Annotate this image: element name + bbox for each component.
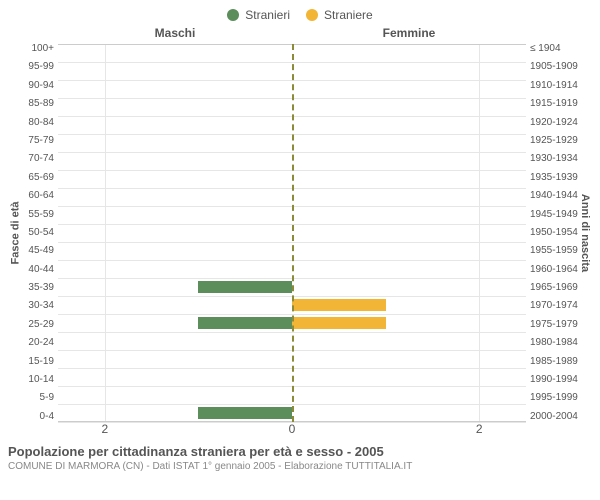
birth-year-label: 1970-1974 — [526, 301, 578, 311]
plot-male — [58, 44, 292, 422]
yaxis-right-labels: ≤ 1904 1905-1909 1910-1914 1915-1919 1920-19… — [526, 44, 578, 422]
legend-item-female: Straniere — [306, 8, 373, 22]
footer-subtitle: COMUNE DI MARMORA (CN) - Dati ISTAT 1° g… — [8, 461, 592, 472]
header-female: Femmine — [292, 26, 526, 40]
age-label: 40-44 — [22, 265, 58, 275]
age-label: 35-39 — [22, 283, 58, 293]
birth-year-label: 1945-1949 — [526, 210, 578, 220]
center-divider — [292, 44, 294, 422]
birth-year-label: 1975-1979 — [526, 320, 578, 330]
legend-swatch-male — [227, 9, 239, 21]
birth-year-label: 1925-1929 — [526, 136, 578, 146]
xaxis-female: 2 — [292, 422, 526, 438]
age-label: 85-89 — [22, 99, 58, 109]
yaxis-left-labels: 100+ 95-99 90-94 85-89 80-84 75-79 70-74 65-69 6… — [22, 44, 58, 422]
age-label: 25-29 — [22, 320, 58, 330]
age-label: 70-74 — [22, 154, 58, 164]
age-label: 50-54 — [22, 228, 58, 238]
legend-item-male: Stranieri — [227, 8, 290, 22]
birth-year-label: 1980-1984 — [526, 338, 578, 348]
population-pyramid-chart: Stranieri Straniere Maschi Femmine Fasce… — [0, 0, 600, 500]
chart-footer: Popolazione per cittadinanza straniera p… — [8, 444, 592, 472]
birth-year-label: ≤ 1904 — [526, 44, 578, 54]
age-label: 90-94 — [22, 81, 58, 91]
birth-year-label: 1990-1994 — [526, 375, 578, 385]
bar-female — [292, 317, 386, 329]
age-label: 65-69 — [22, 173, 58, 183]
yaxis-left-title: Fasce di età — [8, 44, 22, 422]
age-label: 20-24 — [22, 338, 58, 348]
age-label: 5-9 — [22, 393, 58, 403]
footer-title: Popolazione per cittadinanza straniera p… — [8, 444, 592, 459]
birth-year-label: 1985-1989 — [526, 357, 578, 367]
birth-year-label: 1905-1909 — [526, 62, 578, 72]
age-label: 0-4 — [22, 412, 58, 422]
birth-year-label: 1955-1959 — [526, 246, 578, 256]
age-label: 95-99 — [22, 62, 58, 72]
birth-year-label: 1935-1939 — [526, 173, 578, 183]
header-male: Maschi — [58, 26, 292, 40]
xaxis-male: 20 — [58, 422, 292, 438]
chart-grid: Maschi Femmine Fasce di età 100+ 95-99 90-… — [8, 26, 592, 438]
age-label: 45-49 — [22, 246, 58, 256]
yaxis-right-title: Anni di nascita — [578, 44, 592, 422]
birth-year-label: 1965-1969 — [526, 283, 578, 293]
age-label: 30-34 — [22, 301, 58, 311]
bar-male — [198, 281, 292, 293]
legend: Stranieri Straniere — [8, 8, 592, 22]
age-label: 15-19 — [22, 357, 58, 367]
birth-year-label: 1915-1919 — [526, 99, 578, 109]
bar-male — [198, 407, 292, 419]
xaxis-tick: 2 — [101, 422, 108, 436]
birth-year-label: 1960-1964 — [526, 265, 578, 275]
age-label: 10-14 — [22, 375, 58, 385]
birth-year-label: 2000-2004 — [526, 412, 578, 422]
legend-swatch-female — [306, 9, 318, 21]
legend-label-male: Stranieri — [245, 8, 290, 22]
age-label: 100+ — [22, 44, 58, 54]
age-label: 80-84 — [22, 118, 58, 128]
birth-year-label: 1910-1914 — [526, 81, 578, 91]
bar-male — [198, 317, 292, 329]
legend-label-female: Straniere — [324, 8, 373, 22]
plot-female — [292, 44, 526, 422]
birth-year-label: 1950-1954 — [526, 228, 578, 238]
bar-female — [292, 299, 386, 311]
xaxis-tick: 2 — [476, 422, 483, 436]
birth-year-label: 1920-1924 — [526, 118, 578, 128]
birth-year-label: 1940-1944 — [526, 191, 578, 201]
age-label: 55-59 — [22, 210, 58, 220]
age-label: 60-64 — [22, 191, 58, 201]
birth-year-label: 1995-1999 — [526, 393, 578, 403]
birth-year-label: 1930-1934 — [526, 154, 578, 164]
age-label: 75-79 — [22, 136, 58, 146]
